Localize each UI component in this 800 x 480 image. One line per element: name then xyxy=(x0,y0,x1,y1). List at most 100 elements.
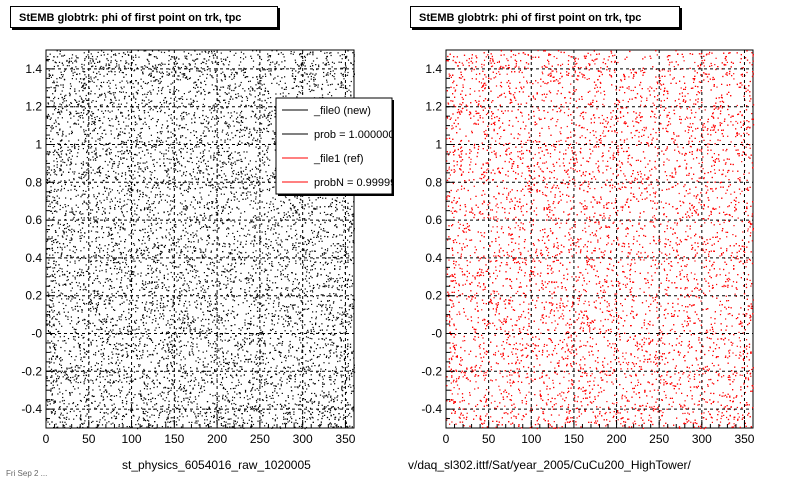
data-point xyxy=(55,231,57,233)
data-point xyxy=(149,302,151,304)
data-point xyxy=(49,266,52,268)
data-point xyxy=(176,296,178,298)
data-point xyxy=(174,345,176,347)
data-point xyxy=(270,201,272,203)
data-point xyxy=(344,200,346,202)
data-point xyxy=(86,151,88,154)
data-point xyxy=(136,137,138,139)
data-point xyxy=(47,330,49,332)
data-point xyxy=(59,246,61,248)
data-point xyxy=(51,394,53,396)
data-point xyxy=(130,147,132,149)
data-point xyxy=(205,408,207,410)
data-point xyxy=(64,180,66,182)
data-point xyxy=(276,373,278,376)
data-point xyxy=(153,386,155,389)
data-point xyxy=(110,412,112,414)
data-point xyxy=(87,103,89,105)
data-point xyxy=(145,274,147,276)
data-point xyxy=(259,294,261,296)
data-point xyxy=(290,209,292,211)
data-point xyxy=(233,54,235,56)
data-point xyxy=(262,69,264,71)
data-point xyxy=(91,80,93,82)
data-point xyxy=(345,421,347,423)
data-point xyxy=(138,364,140,366)
data-point xyxy=(50,169,53,171)
data-point xyxy=(116,368,118,370)
data-point xyxy=(105,369,107,371)
data-point xyxy=(120,157,122,159)
data-point xyxy=(262,150,264,152)
data-point xyxy=(103,186,106,188)
data-point xyxy=(113,259,115,261)
data-point xyxy=(240,383,242,385)
data-point xyxy=(50,388,52,390)
data-point xyxy=(52,303,54,305)
data-point xyxy=(159,382,161,385)
data-point xyxy=(75,100,77,102)
data-point xyxy=(266,400,268,402)
data-point xyxy=(61,271,63,273)
data-point xyxy=(322,347,324,349)
data-point xyxy=(66,374,68,376)
data-point xyxy=(273,424,275,426)
data-point xyxy=(319,212,321,214)
data-point xyxy=(117,232,119,234)
data-point xyxy=(318,332,320,334)
data-point xyxy=(257,420,259,422)
data-point xyxy=(266,269,268,271)
data-point xyxy=(269,73,271,75)
data-point xyxy=(130,331,132,333)
data-point xyxy=(115,296,117,298)
data-point xyxy=(248,272,250,274)
data-point xyxy=(98,298,100,300)
data-point xyxy=(136,67,138,69)
data-point xyxy=(134,203,136,205)
data-point xyxy=(182,407,185,409)
data-point xyxy=(168,351,170,353)
data-point xyxy=(83,236,85,238)
data-point xyxy=(98,424,100,426)
data-point xyxy=(126,353,128,355)
data-point xyxy=(194,81,196,83)
data-point xyxy=(152,232,154,235)
data-point xyxy=(269,178,271,180)
data-point xyxy=(244,225,247,227)
data-point xyxy=(82,370,84,372)
data-point xyxy=(171,355,174,357)
data-point xyxy=(300,195,302,197)
data-point xyxy=(49,137,51,139)
data-point xyxy=(71,366,73,368)
data-point xyxy=(310,374,312,376)
data-point xyxy=(120,332,122,334)
data-point xyxy=(69,323,71,325)
data-point xyxy=(57,241,59,243)
data-point xyxy=(245,277,248,279)
data-point xyxy=(325,304,327,306)
data-point xyxy=(90,78,92,80)
data-point xyxy=(106,327,108,329)
data-point xyxy=(330,206,333,208)
data-point xyxy=(200,122,202,124)
data-point xyxy=(313,350,315,352)
data-point xyxy=(137,307,139,309)
data-point xyxy=(143,419,145,421)
data-point xyxy=(129,199,131,201)
data-point xyxy=(67,298,70,300)
data-point xyxy=(267,285,269,287)
data-point xyxy=(159,191,161,193)
data-point xyxy=(280,385,282,387)
data-point xyxy=(232,426,234,428)
data-point xyxy=(345,251,347,253)
data-point xyxy=(176,336,178,338)
data-point xyxy=(105,63,107,65)
data-point xyxy=(295,254,297,256)
data-point xyxy=(90,342,92,344)
data-point xyxy=(184,377,186,379)
data-point xyxy=(240,329,242,331)
data-point xyxy=(309,417,311,419)
data-point xyxy=(101,262,103,264)
data-point xyxy=(261,77,263,79)
data-point xyxy=(119,185,121,187)
